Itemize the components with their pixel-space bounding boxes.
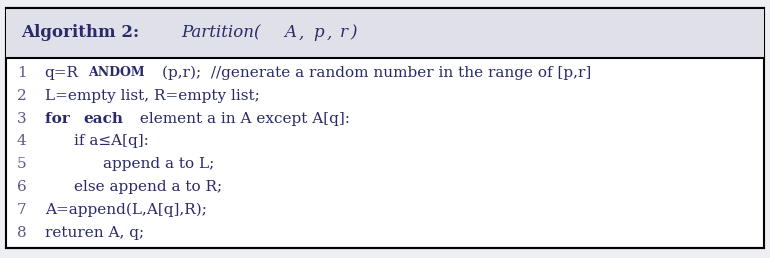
Text: 6: 6: [17, 180, 27, 194]
Text: q=R: q=R: [45, 66, 79, 80]
Text: element a in A except A[q]:: element a in A except A[q]:: [135, 112, 350, 126]
Text: 1: 1: [17, 66, 27, 80]
Text: ): ): [350, 25, 357, 41]
Text: Partition(: Partition(: [182, 25, 261, 41]
Text: A=append(L,A[q],R);: A=append(L,A[q],R);: [45, 203, 206, 217]
Text: (p,r);  //generate a random number in the range of [p,r]: (p,r); //generate a random number in the…: [162, 66, 591, 80]
Bar: [6, 8, 764, 58]
Text: returen A, q;: returen A, q;: [45, 226, 144, 240]
Text: 7: 7: [17, 203, 26, 217]
Text: 8: 8: [17, 226, 26, 240]
Text: ,: ,: [326, 25, 337, 41]
Text: ,: ,: [300, 25, 310, 41]
Text: 3: 3: [17, 112, 26, 126]
Text: 5: 5: [17, 157, 26, 171]
Text: p: p: [313, 25, 323, 41]
Text: L=empty list, R=empty list;: L=empty list, R=empty list;: [45, 89, 259, 103]
Text: for: for: [45, 112, 75, 126]
Text: r: r: [340, 25, 348, 41]
Text: else append a to R;: else append a to R;: [74, 180, 222, 194]
Text: ANDOM: ANDOM: [89, 66, 146, 79]
Text: append a to L;: append a to L;: [103, 157, 214, 171]
Text: Algorithm 2:: Algorithm 2:: [22, 25, 146, 41]
Text: 4: 4: [17, 134, 27, 148]
Text: 2: 2: [17, 89, 27, 103]
Text: if a≤A[q]:: if a≤A[q]:: [74, 134, 149, 148]
Text: each: each: [83, 112, 123, 126]
Text: A: A: [284, 25, 296, 41]
